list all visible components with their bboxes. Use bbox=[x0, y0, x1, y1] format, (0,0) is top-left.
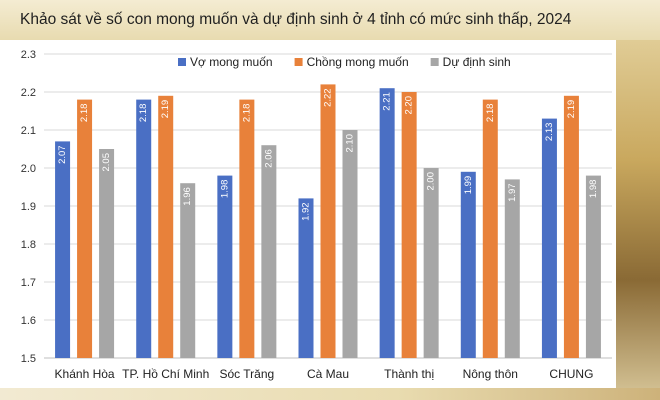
data-label: 2.18 bbox=[138, 104, 149, 123]
bar bbox=[504, 179, 520, 358]
y-tick-label: 1.8 bbox=[21, 239, 36, 251]
x-category-label: CHUNG bbox=[549, 367, 593, 381]
x-axis: Khánh Hòa TP. Hồ Chí Minh Sóc Trăng Cà Mau T… bbox=[55, 367, 594, 381]
x-category-label: Cà Mau bbox=[307, 367, 349, 381]
bar bbox=[401, 92, 417, 358]
legend-label: Dự định sinh bbox=[443, 55, 511, 69]
bar bbox=[298, 198, 314, 358]
legend-label: Vợ mong muốn bbox=[190, 55, 273, 69]
legend-label: Chồng mong muốn bbox=[307, 55, 409, 69]
background-decoration-right bbox=[616, 0, 660, 400]
bar bbox=[261, 145, 277, 358]
data-label: 2.18 bbox=[241, 104, 252, 123]
bar bbox=[342, 130, 358, 358]
data-label: 2.20 bbox=[404, 96, 415, 115]
data-label: 1.99 bbox=[463, 176, 474, 195]
data-label: 2.10 bbox=[345, 134, 356, 153]
data-label: 2.19 bbox=[160, 100, 171, 119]
x-category-label: Thành thị bbox=[384, 367, 434, 381]
data-label: 2.05 bbox=[101, 153, 112, 172]
bar bbox=[460, 171, 476, 358]
data-label: 2.22 bbox=[323, 88, 334, 107]
data-label: 1.92 bbox=[301, 202, 312, 221]
data-label: 2.21 bbox=[382, 92, 393, 111]
data-label: 2.06 bbox=[263, 149, 274, 168]
bars bbox=[55, 84, 601, 359]
data-label: 1.96 bbox=[182, 187, 193, 206]
x-category-label: Sóc Trăng bbox=[220, 367, 275, 381]
data-label: 1.98 bbox=[219, 180, 230, 199]
y-axis: 1.5 1.6 1.7 1.8 1.9 2.0 2.1 2.2 2.3 bbox=[21, 49, 36, 365]
bar bbox=[541, 118, 557, 358]
y-tick-label: 1.9 bbox=[21, 201, 36, 213]
data-label: 2.07 bbox=[57, 145, 68, 164]
bar-chart: 1.5 1.6 1.7 1.8 1.9 2.0 2.1 2.2 2.3 2.07 2.18 2.05… bbox=[21, 49, 612, 381]
y-tick-label: 2.0 bbox=[21, 163, 36, 175]
bar bbox=[423, 168, 439, 358]
legend-swatch bbox=[294, 58, 303, 66]
bar bbox=[320, 84, 336, 359]
data-label: 2.19 bbox=[566, 100, 577, 119]
bar bbox=[180, 183, 196, 358]
x-category-label: Khánh Hòa bbox=[55, 367, 115, 381]
data-label: 1.98 bbox=[588, 180, 599, 199]
bar bbox=[158, 95, 174, 359]
y-tick-label: 1.6 bbox=[21, 315, 36, 327]
legend: Vợ mong muốn Chồng mong muốn Dự định sinh bbox=[178, 55, 511, 69]
x-category-label: TP. Hồ Chí Minh bbox=[122, 367, 209, 381]
bar bbox=[239, 99, 255, 358]
bar bbox=[563, 95, 579, 359]
bar bbox=[217, 175, 233, 358]
data-label: 1.97 bbox=[507, 183, 518, 202]
bar bbox=[379, 88, 395, 358]
bar bbox=[55, 141, 71, 358]
background-decoration-bottom bbox=[0, 388, 660, 400]
legend-swatch bbox=[430, 58, 439, 66]
y-tick-label: 2.2 bbox=[21, 87, 36, 99]
bar bbox=[136, 99, 152, 358]
bar bbox=[99, 149, 115, 358]
y-tick-label: 2.1 bbox=[21, 125, 36, 137]
data-label: 2.18 bbox=[79, 104, 90, 123]
y-tick-label: 2.3 bbox=[21, 49, 36, 61]
data-label: 2.18 bbox=[485, 104, 496, 123]
data-label: 2.00 bbox=[426, 172, 437, 191]
data-label: 2.13 bbox=[544, 123, 555, 142]
legend-swatch bbox=[178, 58, 186, 66]
x-category-label: Nông thôn bbox=[463, 367, 518, 381]
bar bbox=[482, 99, 498, 358]
bar bbox=[77, 99, 93, 358]
bar bbox=[585, 175, 601, 358]
data-labels: 2.07 2.18 2.05 2.18 2.19 1.96 1.98 2.18 2.06 1.92… bbox=[57, 88, 599, 221]
chart-area: 1.5 1.6 1.7 1.8 1.9 2.0 2.1 2.2 2.3 2.07 2.18 2.05… bbox=[0, 40, 616, 388]
chart-title: Khảo sát về số con mong muốn và dự định … bbox=[0, 0, 660, 40]
y-tick-label: 1.5 bbox=[21, 353, 36, 365]
y-tick-label: 1.7 bbox=[21, 277, 36, 289]
